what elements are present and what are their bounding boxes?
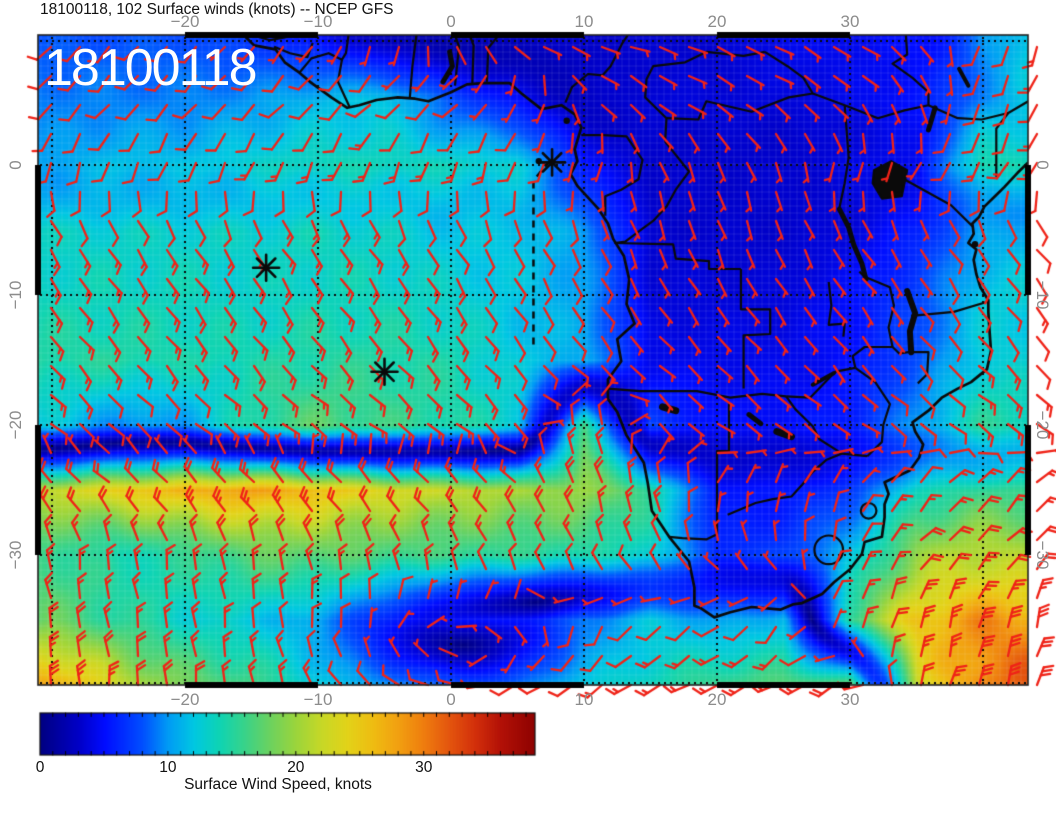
- colorbar-label: Surface Wind Speed, knots: [184, 776, 372, 793]
- plot-title: 18100118, 102 Surface winds (knots) -- N…: [40, 1, 394, 18]
- datetime-stamp: 18100118: [44, 39, 257, 97]
